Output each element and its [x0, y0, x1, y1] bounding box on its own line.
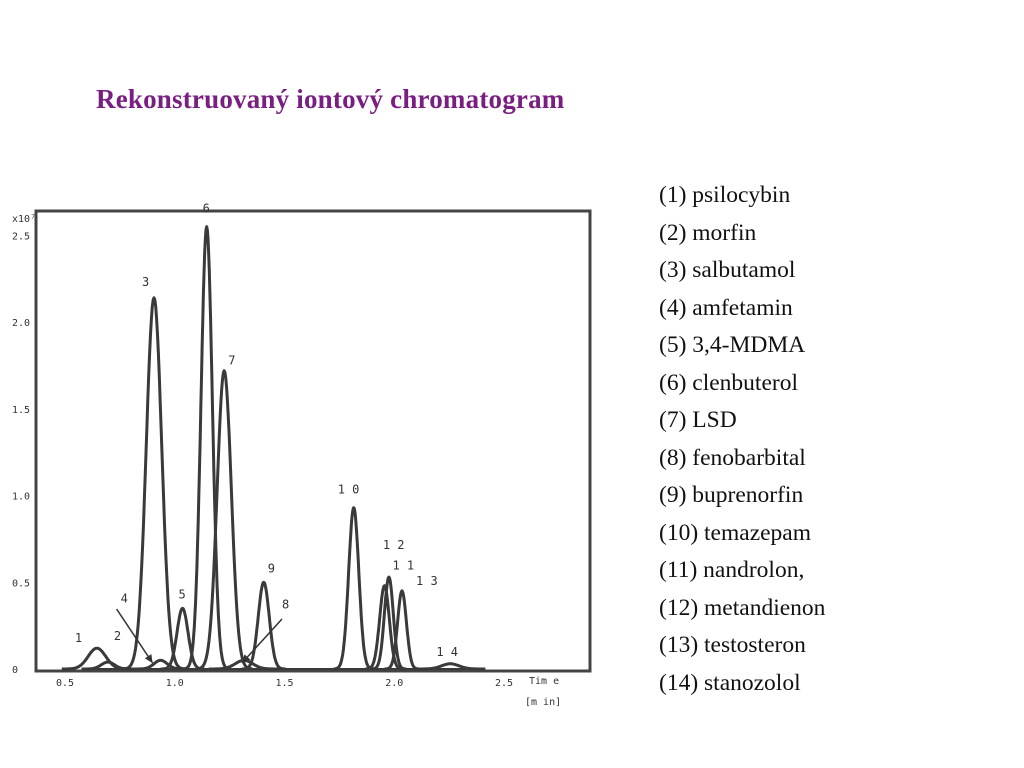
peak-label-3: 3	[142, 275, 149, 289]
peak-label-13: 1 3	[416, 574, 438, 588]
legend-item: (9) buprenorfin	[659, 482, 804, 508]
y-tick-label: 0	[12, 665, 18, 676]
y-tick-label: 2.5	[12, 231, 30, 242]
y-tick-label: 0.5	[12, 578, 30, 589]
y-tick-label: 1.5	[12, 405, 30, 416]
slide-title: Rekonstruovaný iontový chromatogram	[96, 84, 565, 114]
x-axis-unit: [m in]	[525, 697, 561, 708]
x-tick-label: 2.5	[495, 678, 513, 689]
peak-trace-7	[195, 369, 253, 671]
peak-trace-6	[183, 225, 231, 671]
peak-trace-11	[364, 584, 405, 671]
x-tick-label: 0.5	[56, 678, 74, 689]
arrow-peak-8	[241, 618, 283, 664]
legend-item: (10) temazepam	[659, 519, 812, 546]
x-tick-label: 2.0	[385, 678, 403, 689]
legend-item: (8) fenobarbital	[659, 444, 806, 471]
legend-item: (7) LSD	[659, 407, 737, 433]
legend-item: (2) morfin	[659, 219, 757, 246]
peak-label-6: 6	[203, 202, 210, 216]
legend-item: (11) nandrolon,	[659, 557, 805, 583]
chromatogram-chart: x10⁷ Tim e [m in] 0.5 1.0 1.5 2.0 2.5 0 0.5 1.0…	[12, 202, 592, 708]
legend-item: (13) testosteron	[659, 632, 806, 658]
legend-item: (1) psilocybin	[659, 182, 791, 208]
peak-trace-12	[370, 575, 408, 671]
y-multiplier-label: x10⁷	[12, 214, 36, 225]
peak-trace-10	[332, 506, 375, 671]
peak-label-10: 1 0	[338, 483, 360, 497]
peak-label-12: 1 2	[383, 538, 405, 552]
peak-label-4: 4	[121, 591, 128, 605]
y-tick-label: 2.0	[12, 318, 30, 329]
pointer-arrows	[115, 608, 283, 664]
axis-ticks: 0.5 1.0 1.5 2.0 2.5 0 0.5 1.0 1.5 2.0 2.5	[12, 231, 513, 689]
peak-label-9: 9	[268, 561, 275, 575]
legend-item: (6) clenbuterol	[659, 369, 798, 396]
peak-trace-4	[133, 658, 188, 671]
legend-item: (12) metandienon	[659, 594, 826, 621]
peak-labels: 1 2 3 4 5 6 7 8 9 1 0 1 1 1 2 1 3 1 4	[75, 202, 458, 659]
peak-traces	[61, 225, 486, 671]
peak-label-14: 1 4	[436, 645, 458, 659]
compound-legend: (1) psilocybin (2) morfin (3) salbutamol…	[659, 177, 825, 702]
peak-trace-9	[240, 580, 287, 671]
legend-item: (5) 3,4-MDMA	[659, 332, 806, 358]
arrow-peak-4	[115, 608, 154, 664]
x-tick-label: 1.0	[166, 678, 184, 689]
peak-label-1: 1	[75, 631, 82, 645]
peak-label-7: 7	[228, 354, 235, 368]
x-axis-label: Tim e	[529, 676, 559, 687]
peak-trace-3	[122, 296, 186, 671]
peak-trace-5	[159, 606, 206, 671]
arrow-peak-8-head	[241, 654, 251, 663]
y-tick-label: 1.0	[12, 492, 30, 503]
plot-frame	[34, 209, 592, 673]
peak-trace-13	[383, 589, 421, 671]
arrow-peak-4-head	[144, 654, 153, 663]
peak-label-2: 2	[114, 629, 121, 643]
peak-label-8: 8	[282, 597, 289, 611]
legend-item: (3) salbutamol	[659, 257, 796, 283]
legend-item: (4) amfetamin	[659, 294, 793, 321]
legend-item: (14) stanozolol	[659, 669, 801, 696]
x-tick-label: 1.5	[276, 678, 294, 689]
peak-label-11: 1 1	[392, 559, 414, 573]
peak-label-5: 5	[179, 587, 186, 601]
